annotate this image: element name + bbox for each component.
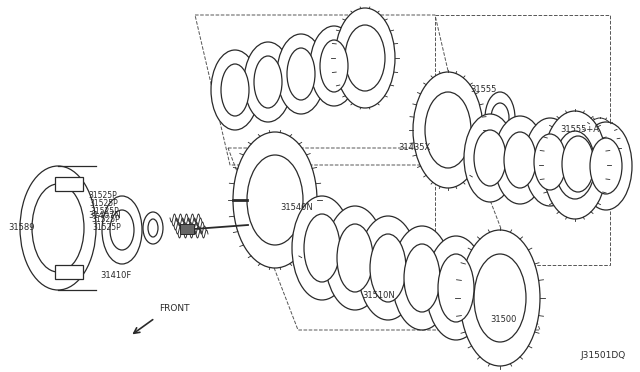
Text: 31555+A: 31555+A bbox=[560, 125, 599, 135]
Ellipse shape bbox=[233, 132, 317, 268]
FancyBboxPatch shape bbox=[55, 265, 83, 279]
Ellipse shape bbox=[504, 132, 536, 188]
Ellipse shape bbox=[292, 196, 352, 300]
Text: 31540N: 31540N bbox=[280, 203, 313, 212]
Ellipse shape bbox=[247, 155, 303, 245]
Ellipse shape bbox=[325, 206, 385, 310]
Ellipse shape bbox=[358, 216, 418, 320]
Ellipse shape bbox=[143, 212, 163, 244]
Ellipse shape bbox=[320, 40, 348, 92]
FancyBboxPatch shape bbox=[180, 224, 194, 234]
Ellipse shape bbox=[460, 230, 540, 366]
FancyBboxPatch shape bbox=[55, 177, 83, 191]
Ellipse shape bbox=[277, 34, 325, 114]
Ellipse shape bbox=[524, 118, 576, 206]
Ellipse shape bbox=[404, 244, 440, 312]
Ellipse shape bbox=[110, 210, 134, 250]
Ellipse shape bbox=[413, 72, 483, 188]
Text: 31589: 31589 bbox=[8, 224, 35, 232]
Ellipse shape bbox=[485, 92, 515, 144]
Ellipse shape bbox=[287, 48, 315, 100]
Ellipse shape bbox=[474, 254, 526, 342]
Ellipse shape bbox=[580, 122, 632, 210]
Ellipse shape bbox=[221, 64, 249, 116]
Ellipse shape bbox=[552, 120, 604, 208]
Ellipse shape bbox=[562, 136, 594, 192]
Ellipse shape bbox=[304, 214, 340, 282]
Ellipse shape bbox=[310, 26, 358, 106]
Text: 31510N: 31510N bbox=[362, 291, 395, 299]
Ellipse shape bbox=[438, 254, 474, 322]
Ellipse shape bbox=[20, 166, 96, 290]
Text: 31555: 31555 bbox=[470, 86, 497, 94]
Text: 31435X: 31435X bbox=[398, 144, 430, 153]
Ellipse shape bbox=[32, 184, 84, 272]
Ellipse shape bbox=[582, 118, 618, 178]
Text: FRONT: FRONT bbox=[159, 304, 189, 313]
Text: 31407N: 31407N bbox=[88, 211, 121, 219]
Ellipse shape bbox=[102, 196, 142, 264]
Ellipse shape bbox=[494, 116, 546, 204]
Ellipse shape bbox=[345, 25, 385, 91]
Ellipse shape bbox=[148, 219, 158, 237]
Text: 31410F: 31410F bbox=[100, 270, 131, 279]
Text: 31525P: 31525P bbox=[88, 190, 116, 199]
Text: J31501DQ: J31501DQ bbox=[580, 351, 625, 360]
Text: 31525P: 31525P bbox=[91, 215, 120, 224]
Text: 31525P: 31525P bbox=[89, 199, 118, 208]
Text: 31525P: 31525P bbox=[90, 206, 119, 215]
Ellipse shape bbox=[464, 114, 516, 202]
Ellipse shape bbox=[392, 226, 452, 330]
Ellipse shape bbox=[534, 134, 566, 190]
Text: 31500: 31500 bbox=[490, 315, 516, 324]
Ellipse shape bbox=[543, 111, 607, 219]
Ellipse shape bbox=[590, 131, 610, 165]
Ellipse shape bbox=[590, 138, 622, 194]
Ellipse shape bbox=[211, 50, 259, 130]
Ellipse shape bbox=[335, 8, 395, 108]
Ellipse shape bbox=[425, 92, 471, 168]
Text: 31525P: 31525P bbox=[92, 222, 121, 231]
Ellipse shape bbox=[244, 42, 292, 122]
Ellipse shape bbox=[254, 56, 282, 108]
Ellipse shape bbox=[370, 234, 406, 302]
Ellipse shape bbox=[337, 224, 373, 292]
Ellipse shape bbox=[474, 130, 506, 186]
Ellipse shape bbox=[426, 236, 486, 340]
Ellipse shape bbox=[491, 103, 509, 133]
Ellipse shape bbox=[555, 131, 595, 199]
